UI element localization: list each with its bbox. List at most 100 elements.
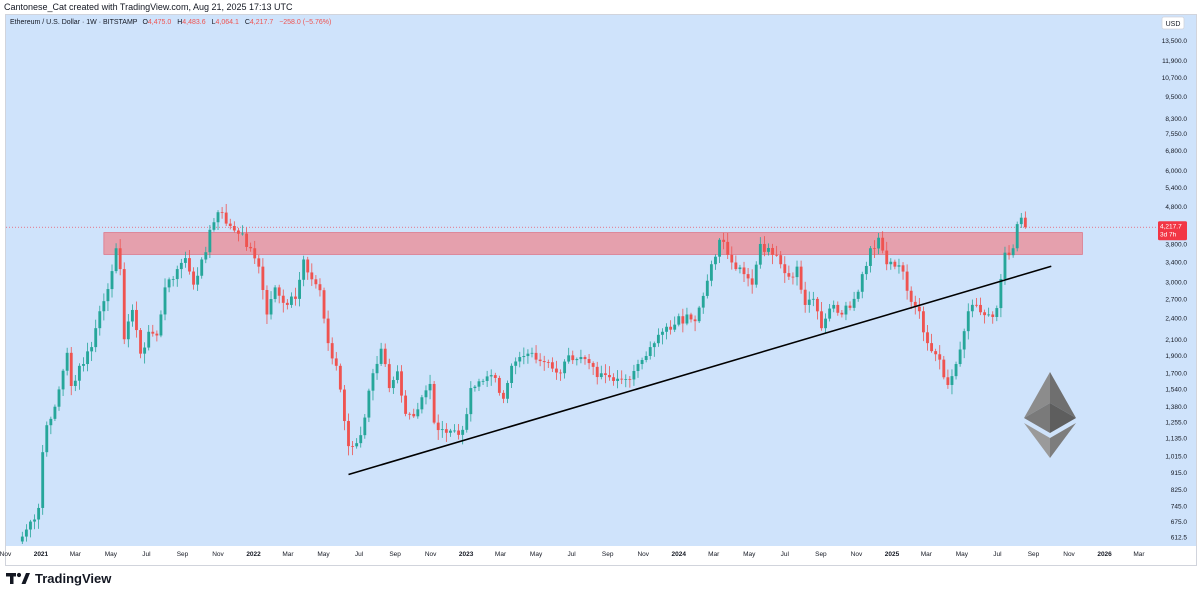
candle[interactable] [848, 301, 852, 311]
candle[interactable] [375, 355, 379, 380]
candle[interactable] [114, 243, 118, 274]
candle[interactable] [652, 341, 656, 357]
candle[interactable] [807, 291, 811, 313]
candle[interactable] [424, 385, 428, 405]
candle[interactable] [65, 347, 69, 376]
candle[interactable] [966, 303, 970, 340]
candle[interactable] [754, 261, 758, 288]
candle[interactable] [722, 232, 726, 250]
candle[interactable] [20, 531, 24, 544]
candle[interactable] [200, 257, 204, 279]
candle[interactable] [787, 265, 791, 281]
candle[interactable] [261, 258, 265, 300]
candle[interactable] [139, 328, 142, 359]
candle[interactable] [897, 258, 901, 274]
candle[interactable] [192, 267, 195, 290]
candle[interactable] [1011, 244, 1015, 258]
candle[interactable] [294, 287, 297, 306]
candle[interactable] [795, 260, 799, 286]
candle[interactable] [750, 269, 754, 294]
candle[interactable] [603, 364, 607, 384]
candle[interactable] [90, 341, 94, 362]
candle[interactable] [151, 324, 155, 337]
candle[interactable] [330, 337, 334, 365]
candle[interactable] [86, 342, 89, 372]
candle[interactable] [69, 346, 73, 396]
candle[interactable] [167, 277, 171, 293]
price-axis[interactable] [1157, 15, 1196, 546]
candle[interactable] [453, 424, 456, 433]
candle[interactable] [591, 361, 595, 375]
candle[interactable] [143, 342, 147, 364]
candle[interactable] [852, 291, 856, 311]
candle[interactable] [767, 243, 770, 256]
candle[interactable] [477, 378, 481, 391]
candle[interactable] [583, 355, 587, 365]
candle[interactable] [840, 310, 844, 318]
candle[interactable] [559, 369, 562, 381]
candle[interactable] [208, 225, 212, 259]
candle[interactable] [102, 293, 106, 321]
candle[interactable] [363, 413, 367, 439]
candle[interactable] [983, 309, 987, 324]
candle[interactable] [669, 320, 673, 335]
currency-button[interactable] [1161, 16, 1185, 30]
candle[interactable] [408, 412, 412, 420]
candle[interactable] [171, 276, 175, 287]
candle[interactable] [779, 251, 783, 269]
candle[interactable] [762, 236, 766, 257]
candle[interactable] [522, 347, 526, 365]
candle[interactable] [913, 295, 917, 315]
candle[interactable] [298, 272, 302, 307]
candle[interactable] [665, 323, 668, 340]
candle[interactable] [342, 384, 346, 431]
candle[interactable] [938, 345, 942, 370]
candle[interactable] [709, 260, 713, 287]
candle[interactable] [502, 390, 505, 404]
candle[interactable] [514, 357, 518, 375]
candle[interactable] [77, 363, 81, 390]
candle[interactable] [771, 243, 774, 265]
candle[interactable] [1023, 211, 1027, 229]
candle[interactable] [575, 357, 579, 366]
candle[interactable] [416, 402, 420, 419]
candle[interactable] [359, 426, 363, 448]
candle[interactable] [656, 328, 660, 347]
candle[interactable] [820, 302, 823, 331]
candle[interactable] [216, 210, 220, 230]
candle[interactable] [881, 231, 885, 254]
candle[interactable] [82, 357, 85, 372]
candle[interactable] [228, 218, 232, 230]
candle[interactable] [828, 304, 832, 322]
candle[interactable] [942, 355, 946, 380]
candle[interactable] [791, 272, 795, 285]
candle[interactable] [135, 301, 138, 338]
candle[interactable] [893, 259, 897, 270]
candle[interactable] [836, 301, 840, 316]
candle[interactable] [799, 260, 803, 294]
candle[interactable] [726, 232, 730, 260]
candle[interactable] [987, 307, 991, 317]
candle[interactable] [685, 307, 689, 326]
candle[interactable] [473, 384, 477, 392]
candle[interactable] [318, 278, 322, 297]
candle[interactable] [530, 347, 534, 358]
candle[interactable] [322, 287, 326, 324]
candle[interactable] [1015, 221, 1019, 252]
candle[interactable] [122, 262, 126, 345]
candle[interactable] [616, 370, 620, 389]
candle[interactable] [909, 286, 913, 309]
plot-area[interactable] [6, 15, 1157, 546]
candle[interactable] [693, 315, 697, 332]
candle[interactable] [400, 365, 403, 403]
candle[interactable] [126, 314, 130, 348]
candle[interactable] [351, 440, 355, 456]
candle[interactable] [563, 359, 567, 379]
candle[interactable] [877, 232, 880, 255]
candle[interactable] [130, 304, 134, 327]
candle[interactable] [493, 372, 497, 383]
candle[interactable] [41, 444, 45, 515]
candle[interactable] [926, 325, 929, 351]
candle[interactable] [212, 218, 216, 232]
candle[interactable] [155, 330, 159, 342]
